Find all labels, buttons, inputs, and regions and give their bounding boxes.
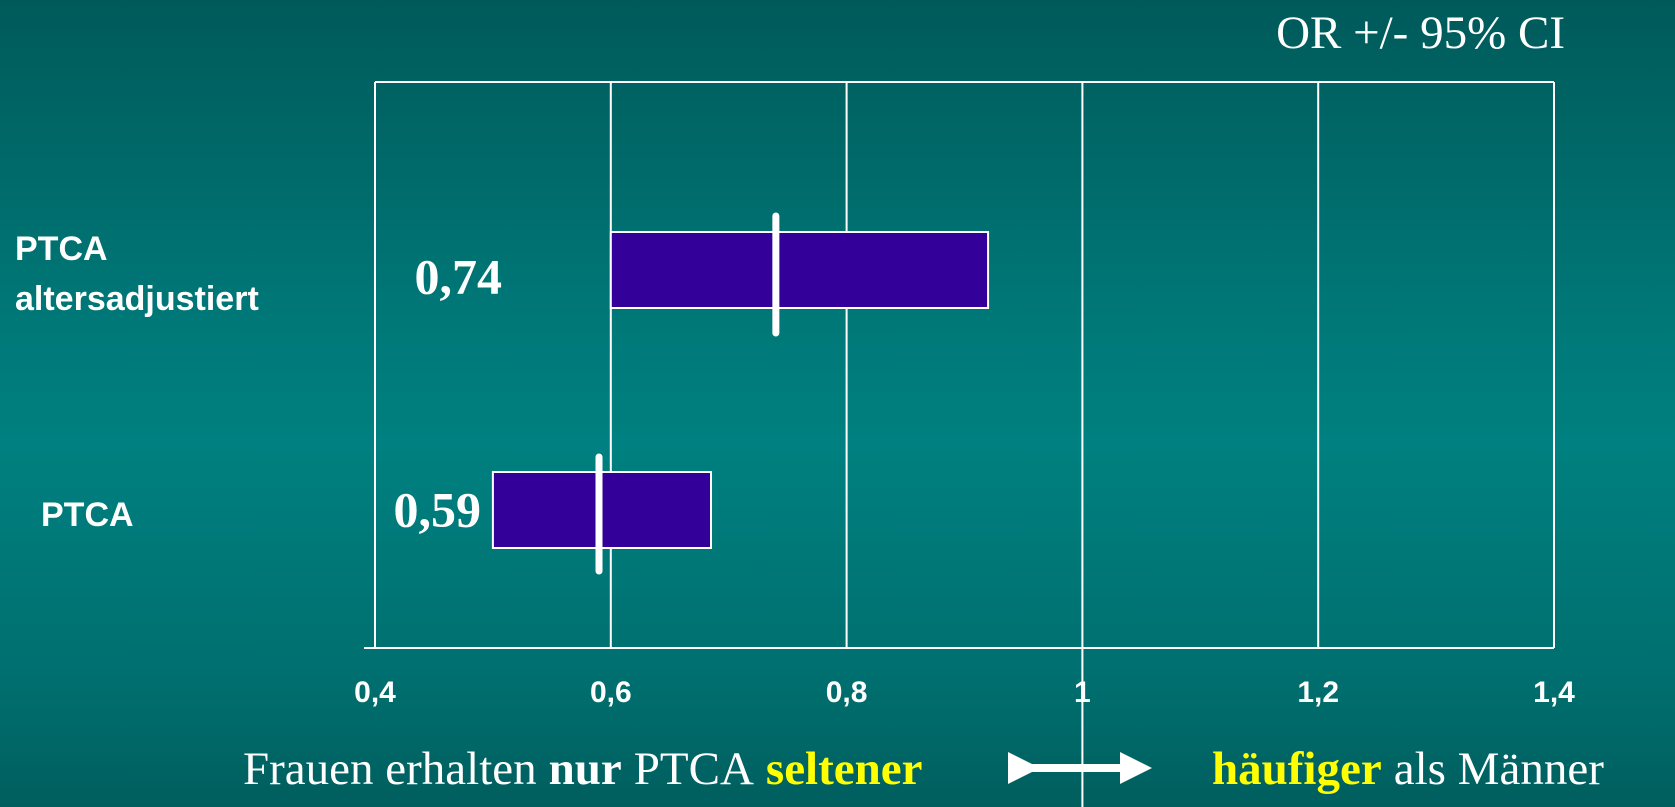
value-label: 0,74 — [415, 248, 503, 304]
x-tick-label: 0,8 — [826, 676, 868, 709]
annotation-text: als Männer — [1393, 743, 1604, 795]
category-label: PTCA — [41, 496, 134, 534]
ci-bar — [609, 231, 990, 309]
annotation-text: häufiger — [1212, 743, 1382, 795]
chart-title: OR +/- 95% CI — [1276, 7, 1565, 59]
annotation-text: seltener — [765, 743, 923, 795]
x-tick-label: 1,2 — [1297, 676, 1339, 709]
category-label: PTCA altersadjustiert — [15, 230, 259, 318]
x-tick-label: 0,6 — [590, 676, 632, 709]
annotation-right: häufiger als Männer — [1212, 741, 1604, 797]
x-tick-label: 1,4 — [1533, 676, 1575, 709]
x-tick-label: 0,4 — [354, 676, 396, 709]
annotation-text: PTCA — [633, 743, 754, 795]
annotation-text: Frauen erhalten — [243, 743, 537, 795]
x-tick-label: 1 — [1074, 676, 1091, 709]
annotation-left: Frauen erhalten nur PTCA seltener — [243, 741, 923, 797]
annotation-text: nur — [548, 743, 622, 795]
value-label: 0,59 — [394, 481, 482, 537]
